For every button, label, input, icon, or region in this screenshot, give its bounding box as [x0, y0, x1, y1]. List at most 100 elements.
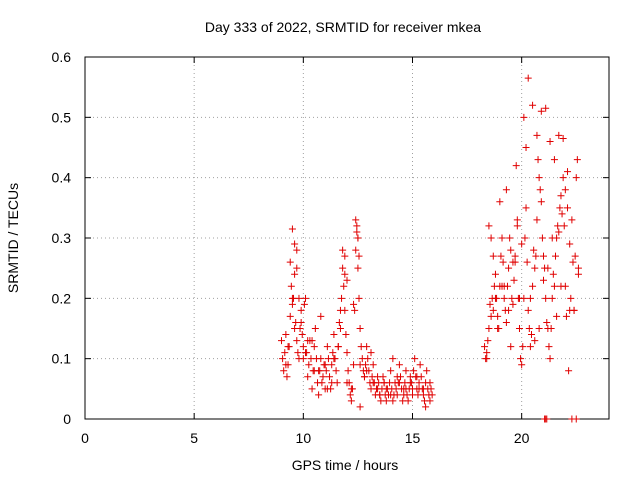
data-point [497, 252, 505, 260]
data-point [363, 367, 371, 375]
data-point [315, 391, 323, 399]
data-point [518, 240, 526, 248]
data-point [558, 210, 566, 218]
data-point [293, 246, 301, 254]
data-point [291, 325, 299, 332]
data-point [415, 385, 423, 393]
data-point [500, 294, 508, 302]
data-point [498, 234, 506, 242]
data-point [422, 403, 430, 411]
data-point [549, 270, 557, 278]
data-point [483, 349, 491, 357]
data-point [323, 385, 331, 393]
data-point [339, 246, 347, 254]
y-tick-label: 0.6 [52, 49, 72, 65]
y-tick-label: 0.4 [52, 170, 72, 186]
data-point [489, 306, 497, 314]
data-point [340, 282, 348, 290]
data-point [483, 355, 491, 363]
data-point [360, 373, 368, 381]
data-point [571, 252, 579, 260]
data-point [387, 367, 395, 375]
data-point [379, 373, 387, 381]
data-point [297, 306, 305, 314]
data-point [355, 252, 363, 260]
data-point [543, 415, 551, 423]
data-point [521, 234, 529, 242]
data-point [570, 306, 578, 314]
data-point [302, 349, 310, 357]
data-point [556, 204, 564, 212]
data-point [546, 355, 554, 363]
data-point [354, 264, 362, 272]
data-point [367, 349, 375, 357]
data-point [286, 258, 294, 266]
data-point [338, 294, 346, 302]
data-point [400, 385, 408, 393]
data-point [342, 331, 350, 339]
data-point [341, 270, 349, 278]
data-point [376, 391, 384, 399]
y-tick-label: 0.5 [52, 109, 72, 125]
data-point [513, 216, 521, 224]
data-point [328, 379, 336, 387]
data-point [311, 325, 319, 332]
data-point [299, 355, 307, 363]
axis-ticks [84, 56, 609, 420]
data-point [565, 367, 573, 375]
data-point [485, 325, 493, 332]
data-point [562, 312, 570, 320]
data-point [487, 234, 495, 242]
data-point [546, 137, 554, 145]
data-point [494, 325, 502, 332]
data-point [304, 373, 312, 381]
x-tick-label: 10 [296, 430, 312, 446]
data-point [293, 264, 301, 272]
data-point [423, 367, 431, 375]
data-point [487, 312, 495, 320]
data-point [336, 325, 344, 332]
data-point [336, 306, 344, 314]
data-point [328, 361, 336, 369]
data-point [499, 258, 507, 266]
data-point [526, 294, 534, 302]
data-point [508, 294, 516, 302]
data-point [294, 349, 302, 357]
data-point [382, 385, 390, 393]
data-point [280, 367, 288, 375]
data-point [531, 337, 539, 345]
data-point [315, 367, 323, 375]
x-tick-label: 0 [81, 430, 89, 446]
data-point [498, 282, 506, 290]
data-point [291, 240, 299, 248]
data-point [553, 312, 561, 320]
data-point [542, 104, 550, 112]
data-point [494, 312, 502, 320]
data-point [350, 361, 358, 369]
data-point [343, 379, 351, 387]
data-point [550, 156, 558, 164]
data-point [287, 282, 295, 290]
data-point [428, 391, 436, 399]
data-point [511, 258, 519, 266]
data-point [308, 337, 316, 345]
data-point [341, 252, 349, 260]
data-point [572, 415, 580, 423]
data-point [389, 397, 397, 405]
data-point [518, 361, 526, 369]
data-point [326, 373, 334, 381]
data-point [404, 397, 412, 405]
data-point [354, 234, 362, 242]
data-point [540, 252, 547, 260]
data-point [545, 343, 553, 351]
x-tick-label: 15 [405, 430, 421, 446]
data-point [481, 343, 489, 351]
data-point [525, 325, 533, 332]
data-point [305, 361, 313, 369]
data-point [352, 216, 360, 224]
data-point [416, 361, 424, 369]
data-point [363, 343, 371, 351]
y-axis-label: SRMTID / TECUs [5, 183, 21, 293]
x-tick-labels: 0 5 10 15 20 [81, 430, 530, 446]
